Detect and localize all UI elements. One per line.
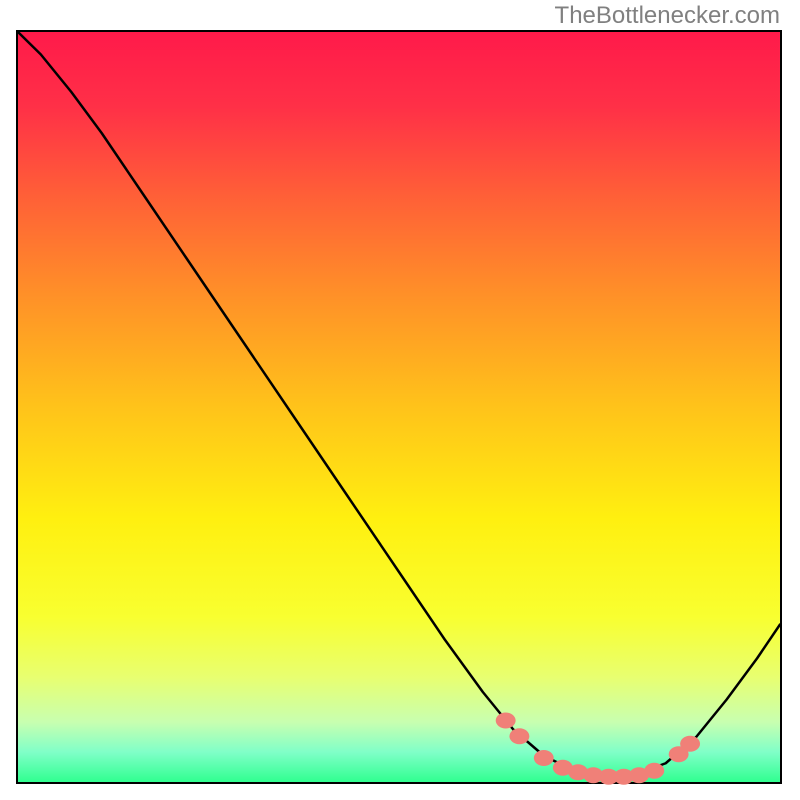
data-marker xyxy=(644,763,664,779)
data-marker xyxy=(496,713,516,729)
plot-area xyxy=(16,30,782,784)
bottleneck-chart: TheBottlenecker.com xyxy=(0,0,800,800)
data-marker xyxy=(509,728,529,744)
data-marker xyxy=(534,750,554,766)
data-marker xyxy=(680,736,700,752)
attribution-text: TheBottlenecker.com xyxy=(555,2,780,30)
markers-layer xyxy=(18,32,780,782)
